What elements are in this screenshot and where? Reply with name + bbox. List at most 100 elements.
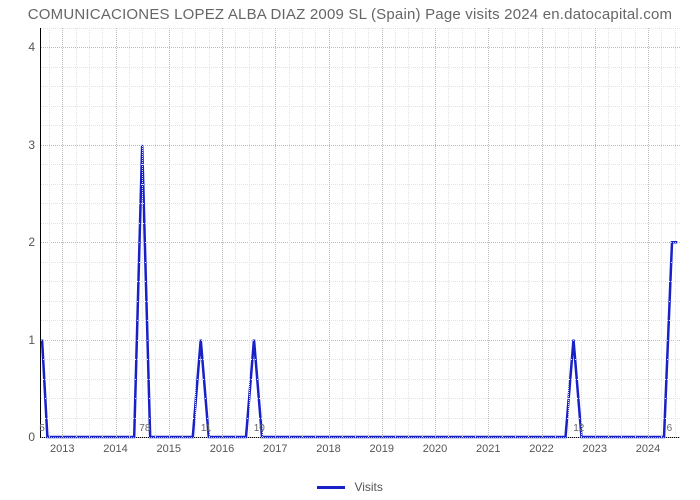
x-tick-label: 2024	[636, 443, 660, 455]
y-tick-label: 1	[28, 333, 35, 347]
minor-grid-v	[395, 28, 397, 437]
grid-v	[275, 28, 277, 437]
minor-grid-h	[41, 28, 680, 30]
plot-area: 0123420132014201520162017201820192020202…	[40, 28, 680, 438]
x-tick-label: 2015	[157, 443, 181, 455]
minor-grid-v	[142, 28, 144, 437]
grid-h	[41, 437, 680, 439]
minor-grid-v	[155, 28, 157, 437]
minor-grid-h	[41, 281, 680, 283]
minor-grid-h	[41, 320, 680, 322]
x-tick-label: 2022	[529, 443, 553, 455]
value-label: 12	[573, 423, 584, 434]
minor-grid-h	[41, 86, 680, 88]
grid-h	[41, 340, 680, 342]
grid-h	[41, 242, 680, 244]
minor-grid-h	[41, 418, 680, 420]
line-series	[41, 28, 680, 437]
minor-grid-v	[342, 28, 344, 437]
y-tick-label: 2	[28, 235, 35, 249]
x-tick-label: 2014	[103, 443, 127, 455]
grid-h	[41, 145, 680, 147]
minor-grid-v	[302, 28, 304, 437]
minor-grid-h	[41, 379, 680, 381]
minor-grid-v	[209, 28, 211, 437]
minor-grid-v	[289, 28, 291, 437]
minor-grid-v	[621, 28, 623, 437]
minor-grid-v	[182, 28, 184, 437]
minor-grid-v	[249, 28, 251, 437]
grid-v	[542, 28, 544, 437]
minor-grid-v	[675, 28, 677, 437]
minor-grid-v	[76, 28, 78, 437]
minor-grid-h	[41, 301, 680, 303]
minor-grid-v	[408, 28, 410, 437]
minor-grid-v	[555, 28, 557, 437]
y-tick-label: 3	[28, 138, 35, 152]
grid-v	[648, 28, 650, 437]
minor-grid-h	[41, 359, 680, 361]
minor-grid-v	[235, 28, 237, 437]
minor-grid-v	[355, 28, 357, 437]
minor-grid-v	[515, 28, 517, 437]
grid-h	[41, 47, 680, 49]
minor-grid-v	[315, 28, 317, 437]
minor-grid-h	[41, 262, 680, 264]
minor-grid-h	[41, 223, 680, 225]
minor-grid-v	[129, 28, 131, 437]
legend-swatch	[317, 486, 345, 489]
legend-label: Visits	[354, 480, 382, 494]
minor-grid-h	[41, 164, 680, 166]
minor-grid-v	[262, 28, 264, 437]
minor-grid-v	[608, 28, 610, 437]
value-label: 78	[139, 423, 150, 434]
minor-grid-v	[89, 28, 91, 437]
minor-grid-v	[422, 28, 424, 437]
value-label: 5	[39, 423, 45, 434]
minor-grid-v	[502, 28, 504, 437]
y-tick-label: 0	[28, 430, 35, 444]
chart-title: COMUNICACIONES LOPEZ ALBA DIAZ 2009 SL (…	[0, 6, 700, 23]
value-label: 6	[667, 423, 673, 434]
y-tick-label: 4	[28, 40, 35, 54]
grid-v	[116, 28, 118, 437]
x-tick-label: 2017	[263, 443, 287, 455]
x-tick-label: 2019	[370, 443, 394, 455]
grid-v	[329, 28, 331, 437]
minor-grid-h	[41, 184, 680, 186]
x-tick-label: 2013	[50, 443, 74, 455]
x-tick-label: 2018	[316, 443, 340, 455]
minor-grid-h	[41, 106, 680, 108]
grid-v	[435, 28, 437, 437]
grid-v	[595, 28, 597, 437]
minor-grid-h	[41, 67, 680, 69]
minor-grid-v	[462, 28, 464, 437]
minor-grid-v	[195, 28, 197, 437]
minor-grid-h	[41, 398, 680, 400]
minor-grid-v	[49, 28, 51, 437]
minor-grid-v	[661, 28, 663, 437]
chart-container: COMUNICACIONES LOPEZ ALBA DIAZ 2009 SL (…	[0, 0, 700, 500]
minor-grid-v	[528, 28, 530, 437]
grid-v	[169, 28, 171, 437]
x-tick-label: 2021	[476, 443, 500, 455]
minor-grid-h	[41, 125, 680, 127]
x-tick-label: 2023	[583, 443, 607, 455]
x-tick-label: 2016	[210, 443, 234, 455]
grid-v	[382, 28, 384, 437]
x-tick-label: 2020	[423, 443, 447, 455]
minor-grid-v	[102, 28, 104, 437]
value-label: 10	[254, 423, 265, 434]
grid-v	[62, 28, 64, 437]
minor-grid-v	[368, 28, 370, 437]
minor-grid-v	[581, 28, 583, 437]
minor-grid-h	[41, 203, 680, 205]
minor-grid-v	[568, 28, 570, 437]
value-label: 11	[201, 423, 211, 434]
legend: Visits	[0, 480, 700, 494]
minor-grid-v	[475, 28, 477, 437]
grid-v	[222, 28, 224, 437]
minor-grid-v	[448, 28, 450, 437]
grid-v	[488, 28, 490, 437]
minor-grid-v	[635, 28, 637, 437]
